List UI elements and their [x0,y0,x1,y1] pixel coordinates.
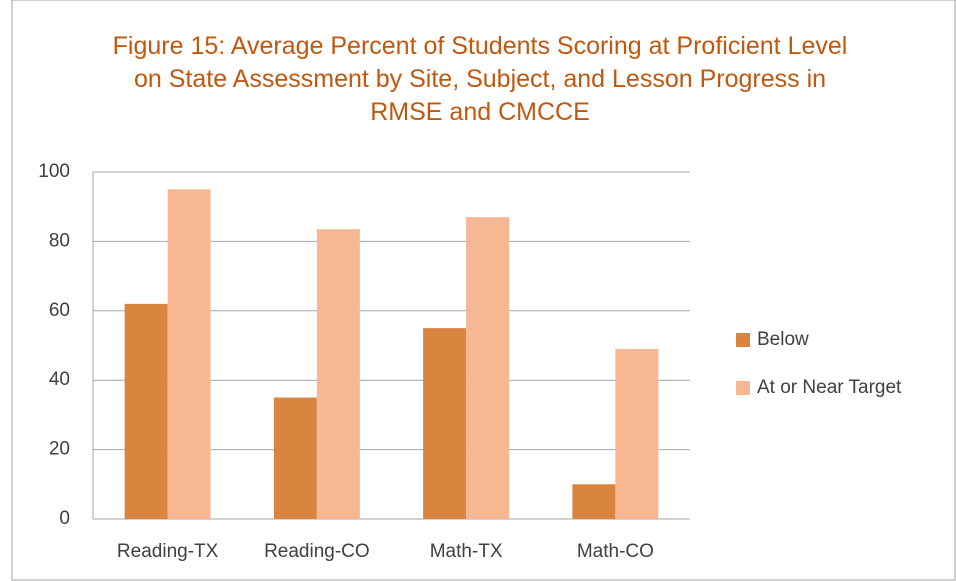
x-tick-label: Math-CO [577,541,654,562]
legend-swatch [736,333,750,347]
bar [423,328,467,519]
bar [167,189,211,519]
bar [273,397,317,519]
chart-title: Figure 15: Average Percent of Students S… [112,32,848,126]
y-tick-label: 80 [49,230,70,251]
legend-label: At or Near Target [757,377,902,398]
bar [615,348,659,519]
y-tick-label: 40 [49,369,70,390]
x-tick-label: Reading-TX [117,541,219,562]
y-tick-label: 60 [49,300,70,321]
bar [124,303,168,519]
bar [316,229,360,519]
bar [572,484,616,519]
bar [466,217,510,520]
x-tick-label: Math-TX [430,541,503,562]
x-tick-label: Reading-CO [264,541,370,562]
legend-swatch [736,381,750,395]
y-tick-label: 0 [59,508,70,529]
y-tick-label: 100 [38,161,70,182]
chart-border [11,0,956,581]
legend-label: Below [757,329,809,350]
y-tick-label: 20 [49,439,70,460]
